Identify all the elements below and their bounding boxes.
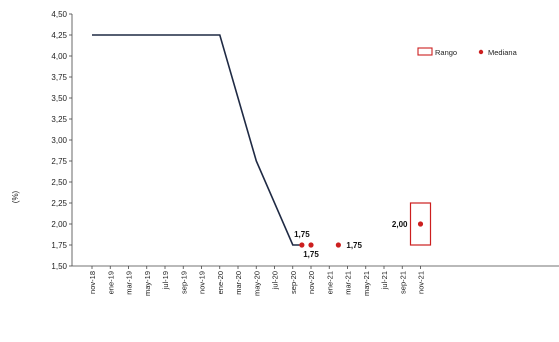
y-tick-label: 3,75: [51, 73, 67, 82]
data-label: 2,00: [392, 220, 408, 229]
x-tick-label: sep-19: [179, 271, 188, 294]
legend-swatch-rango: [417, 47, 433, 56]
range-box: [409, 202, 432, 246]
x-tick-label: nov-19: [198, 271, 207, 294]
y-tick-label: 2,75: [51, 157, 67, 166]
median-point: [308, 242, 314, 248]
x-tick-label: may-21: [362, 271, 371, 296]
legend: Rango Mediana: [417, 47, 518, 57]
y-tick-label: 1,50: [51, 262, 67, 271]
x-tick-label: ene-21: [325, 271, 334, 294]
y-tick-label: 4,00: [51, 52, 67, 61]
x-tick-label: nov-20: [307, 271, 316, 294]
median-point: [335, 242, 341, 248]
y-tick-label: 2,00: [51, 220, 67, 229]
x-tick-label: sep-21: [398, 271, 407, 294]
x-tick-label: jul-19: [161, 271, 170, 290]
x-tick-label: ene-20: [216, 271, 225, 294]
x-tick-label: mar-19: [125, 271, 134, 295]
median-point: [299, 242, 305, 248]
x-tick-label: mar-20: [234, 271, 243, 295]
x-tick-label: may-19: [143, 271, 152, 296]
data-label: 1,75: [346, 241, 362, 250]
y-tick-label: 2,25: [51, 199, 67, 208]
y-tick-label: 3,50: [51, 94, 67, 103]
median-point: [417, 221, 424, 227]
x-tick-label: nov-18: [88, 271, 97, 294]
x-tick-label: jul-20: [271, 271, 280, 290]
y-tick-label: 2,50: [51, 178, 67, 187]
legend-label-rango: Rango: [435, 48, 457, 57]
legend-swatch-mediana: [478, 49, 484, 55]
y-tick-label: 3,00: [51, 136, 67, 145]
y-tick-label: 1,75: [51, 241, 67, 250]
y-tick-label: 4,25: [51, 31, 67, 40]
x-tick-label: sep-20: [289, 271, 298, 294]
x-tick-label: ene-19: [106, 271, 115, 294]
y-tick-label: 3,25: [51, 115, 67, 124]
x-tick-label: may-20: [252, 271, 261, 296]
data-label: 1,75: [294, 230, 310, 239]
x-tick-label: mar-21: [344, 271, 353, 295]
x-tick-label: jul-21: [380, 271, 389, 290]
x-tick-label: nov-21: [417, 271, 426, 294]
data-label: 1,75: [303, 250, 319, 259]
y-tick-label: 4,50: [51, 10, 67, 19]
series-line: [92, 34, 302, 246]
legend-label-mediana: Mediana: [488, 48, 518, 57]
y-axis-label: (%): [11, 190, 20, 203]
